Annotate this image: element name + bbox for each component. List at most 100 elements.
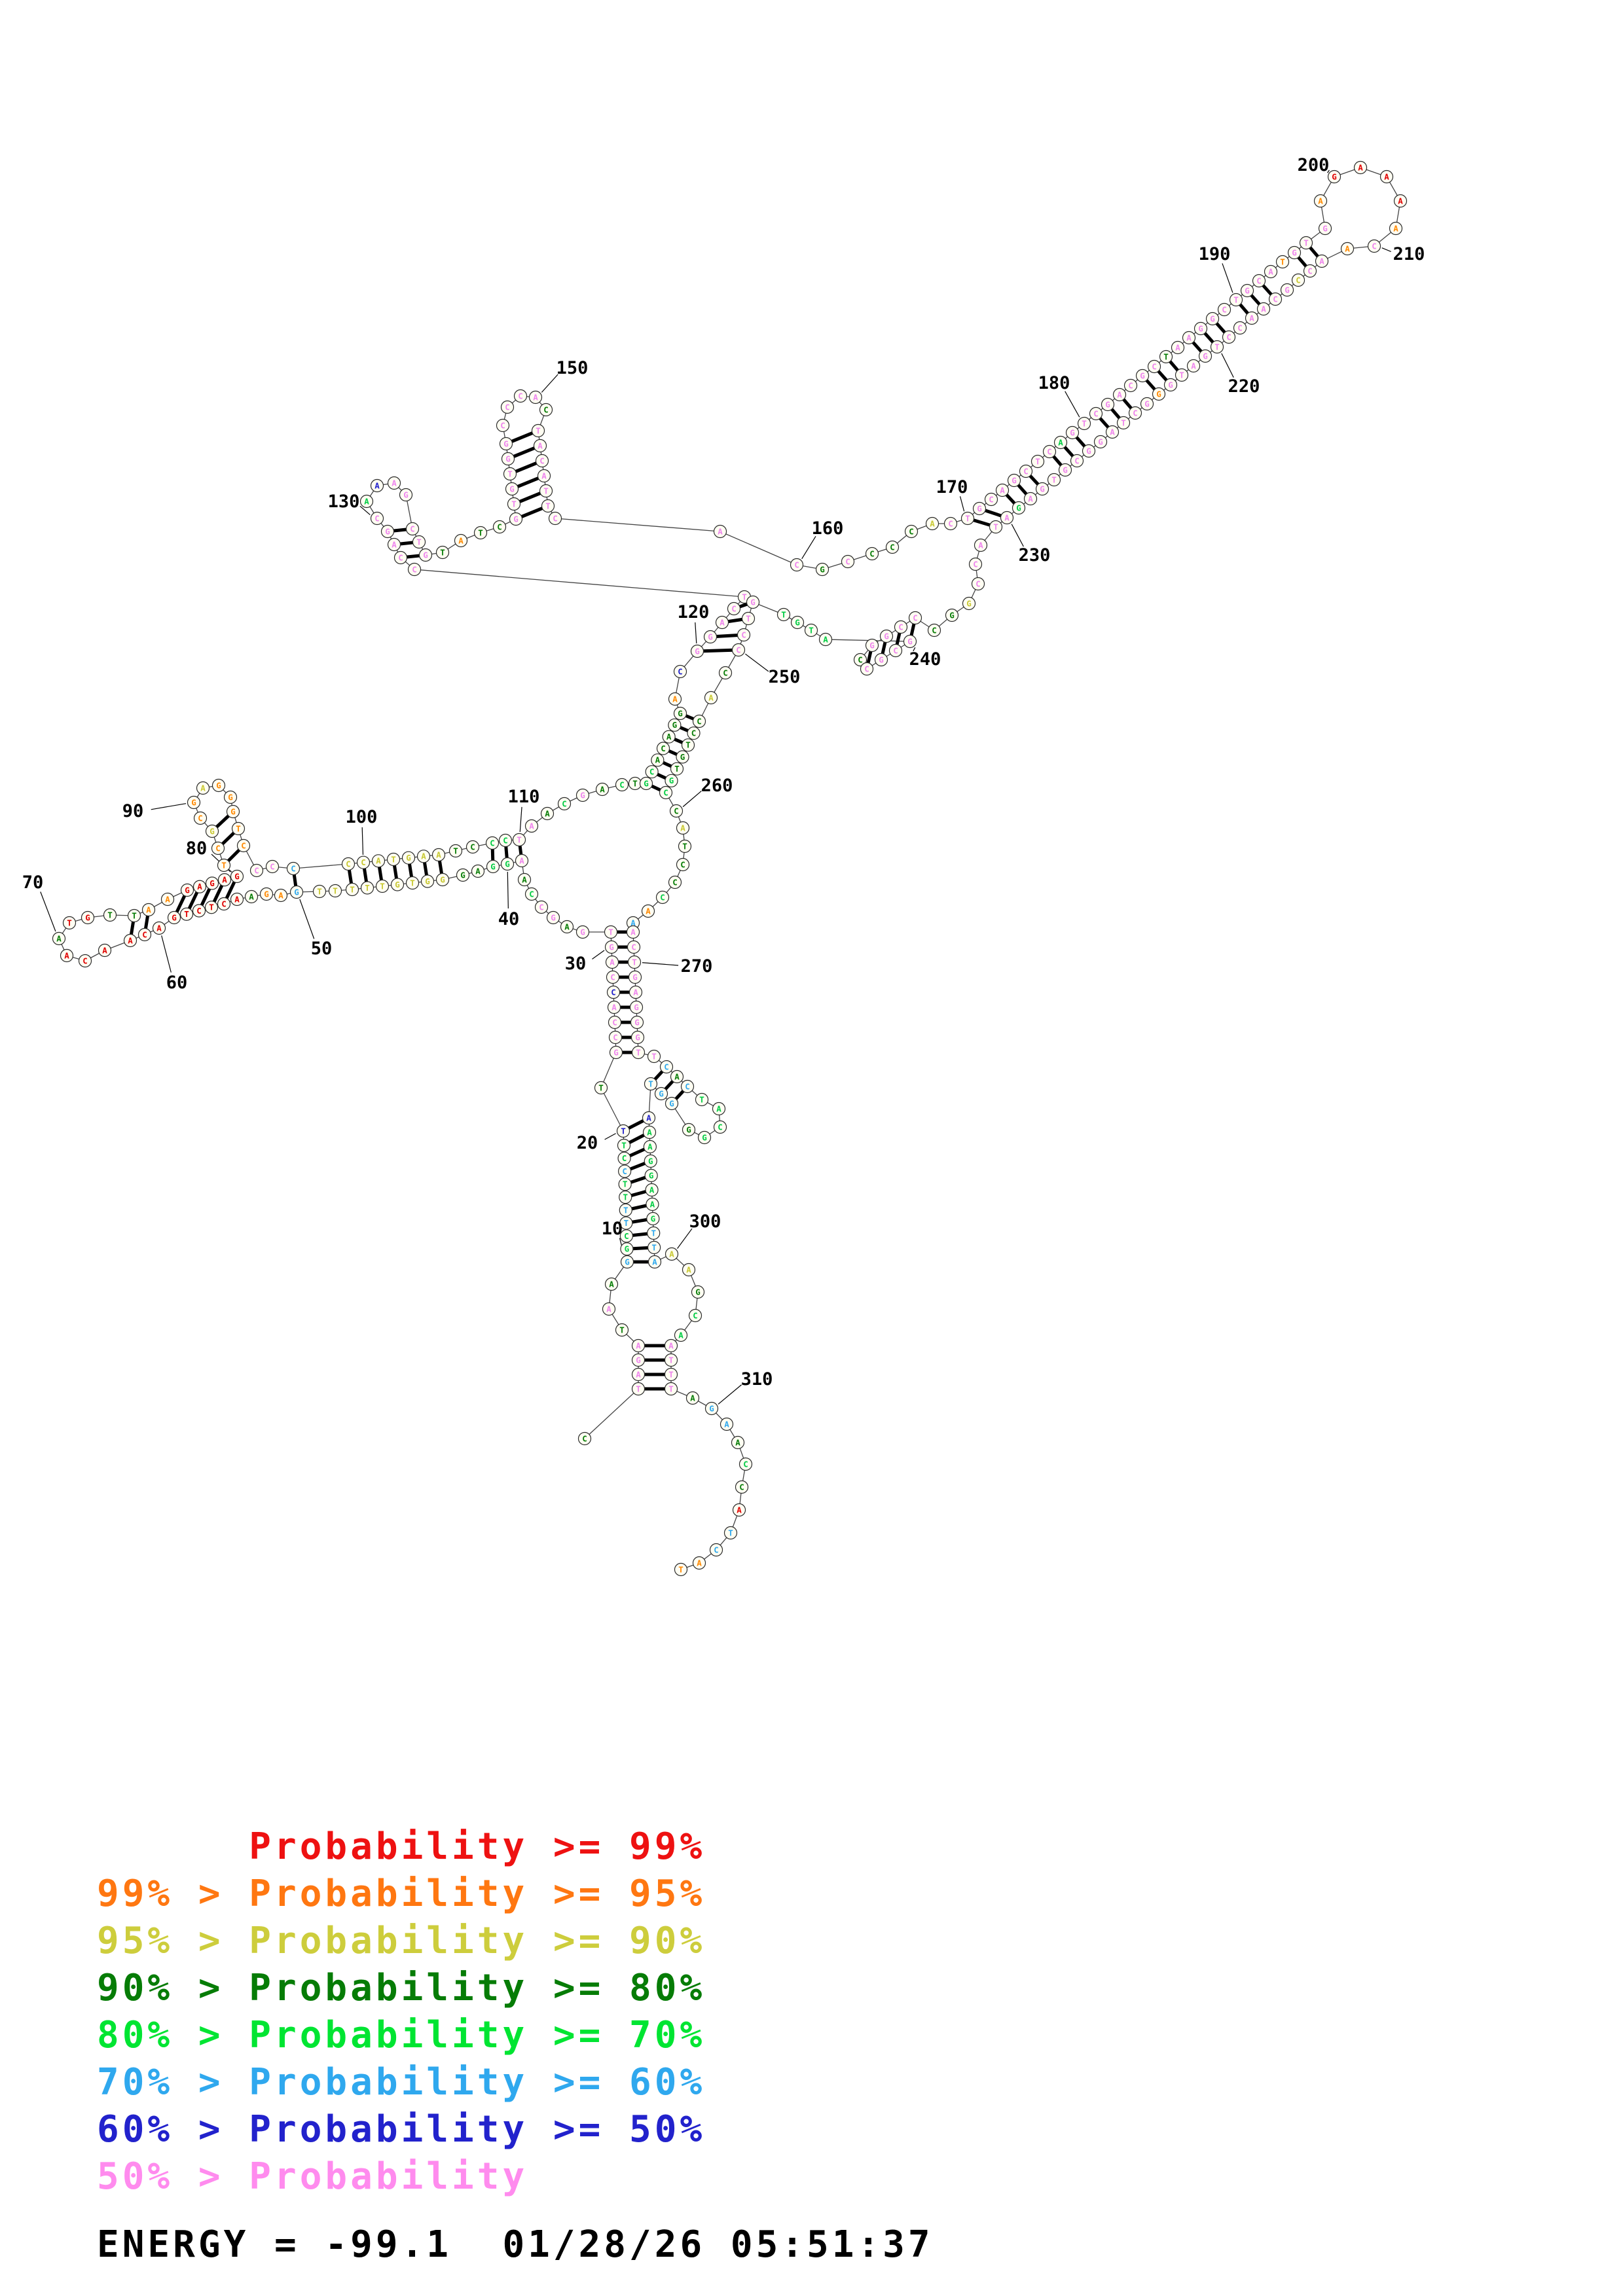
nucleotide [645,1183,659,1197]
nucleotide [473,526,488,540]
nucleotide [1159,350,1173,364]
nucleotide [659,785,673,800]
nucleotide [644,1077,658,1091]
nucleotide [860,662,874,676]
nucleotide-letter: C [890,542,895,552]
nucleotide-letter: A [1358,162,1363,172]
nucleotide-letter: A [708,692,714,702]
nucleotide [52,931,66,946]
nucleotide [1252,274,1266,288]
nucleotide-letter: A [686,1265,691,1274]
nucleotide-letter: T [623,1179,628,1189]
nucleotide-letter: A [64,950,69,960]
legend-row-90: 95% > Probability >= 90% [97,1920,706,1962]
nucleotide-letter: A [56,933,62,943]
nucleotide [645,765,659,779]
nucleotide-letter: C [610,972,615,982]
nucleotide-letter: G [678,708,683,718]
nucleotide-letter: T [632,957,637,967]
nucleotide-letter: T [1051,475,1057,484]
nucleotide-letter: G [795,617,800,627]
nucleotide [908,611,922,625]
nucleotide-letter: C [973,559,978,569]
nucleotide-letter: A [533,392,538,402]
nucleotide [1264,264,1278,279]
nucleotide [668,718,682,732]
nucleotide [533,439,547,453]
nucleotide-letter: C [697,716,702,726]
nucleotide-letter: A [436,850,441,859]
nucleotide-letter: C [539,456,545,465]
nucleotide [664,1382,678,1396]
nucleotide [1058,463,1072,477]
nucleotide [217,873,232,887]
nucleotide [230,892,244,906]
nucleotide-letter: T [621,1140,627,1150]
nucleotide [704,691,718,705]
nucleotide-letter: C [254,865,259,875]
nucleotide [960,511,975,526]
nucleotide-letter: C [631,942,636,952]
probability-legend: Probability >= 99% 99% > Probability >= … [97,1823,705,2200]
nucleotide [1116,416,1131,430]
nucleotide-letter: T [410,878,415,888]
position-label: 50 [311,939,333,959]
nucleotide-letter: A [609,1279,614,1289]
nucleotide [370,511,384,526]
nucleotide [790,558,804,572]
nucleotide [1175,368,1189,382]
position-label: 270 [681,956,713,977]
nucleotide-letter: A [610,957,615,967]
nucleotide-letter: A [1249,313,1254,323]
nucleotide-letter: C [410,524,415,533]
nucleotide-letter: A [978,540,983,550]
nucleotide-letter: T [236,823,241,833]
nucleotide-letter: T [478,528,483,537]
nucleotide [205,824,219,838]
nucleotide-letter: T [545,501,551,511]
nucleotide [1152,387,1166,401]
nucleotide [865,547,879,561]
nucleotide [619,1229,633,1243]
nucleotide-letter: C [989,494,994,504]
nucleotide-letter: T [781,609,786,619]
nucleotide [180,883,194,897]
nucleotide [1194,321,1208,336]
nucleotide [448,844,463,858]
nucleotide-letter: C [691,728,697,738]
nucleotide [1065,425,1080,440]
nucleotide [879,629,894,643]
nucleotide [1147,359,1161,374]
nucleotide [535,454,549,468]
nucleotide [841,554,855,569]
nucleotide-letter: A [249,891,254,901]
nucleotide [81,910,95,925]
nucleotide [659,1060,674,1074]
nucleotide-letter: T [380,881,385,891]
nucleotide-letter: C [741,630,746,639]
nucleotide-letter: G [1322,223,1328,233]
nucleotide-letter: G [264,889,269,899]
nucleotide [244,889,259,904]
nucleotide [618,1177,632,1191]
nucleotide [390,878,405,891]
nucleotide-letter: A [146,905,151,914]
nucleotide [676,821,690,835]
position-label: 30 [565,954,587,974]
nucleotide-letter: G [1016,503,1021,512]
nucleotide [691,1285,705,1299]
nucleotide [1186,359,1201,373]
nucleotide [720,1417,734,1431]
nucleotide-letter: T [651,1228,656,1238]
nucleotide [1287,245,1302,260]
nucleotide-letter: T [685,740,691,750]
nucleotide-letter: A [697,1558,702,1568]
nucleotide [1327,170,1341,184]
nucleotide-letter: G [651,1213,656,1223]
nucleotide-letter: C [723,668,728,677]
nucleotide-letter: A [600,784,605,794]
nucleotide [731,1435,745,1450]
nucleotide [577,1431,592,1446]
nucleotide-letter: C [948,518,953,528]
